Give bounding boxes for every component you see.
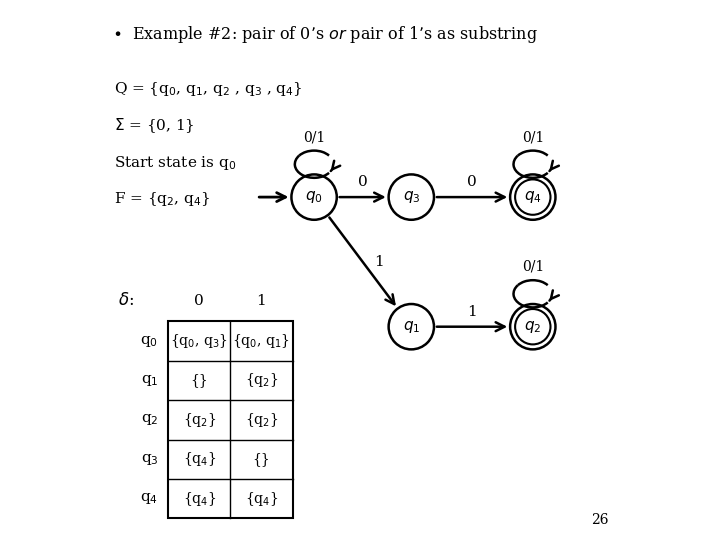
Text: {q$_2$}: {q$_2$} bbox=[245, 411, 278, 429]
Text: $q_1$: $q_1$ bbox=[402, 319, 420, 335]
Text: 1: 1 bbox=[256, 294, 266, 308]
Text: $\delta$:: $\delta$: bbox=[118, 292, 134, 309]
Text: 0: 0 bbox=[194, 294, 204, 308]
Text: $q_2$: $q_2$ bbox=[524, 319, 541, 335]
Text: 1: 1 bbox=[374, 255, 384, 269]
Circle shape bbox=[292, 174, 337, 220]
Circle shape bbox=[510, 304, 555, 349]
Text: $\bullet$  Example #2: pair of 0’s $\it{or}$ pair of 1’s as substring: $\bullet$ Example #2: pair of 0’s $\it{o… bbox=[112, 24, 537, 45]
Text: 0/1: 0/1 bbox=[522, 130, 544, 144]
Text: {}: {} bbox=[191, 374, 208, 387]
Text: $q_0$: $q_0$ bbox=[305, 189, 323, 205]
Text: q$_1$: q$_1$ bbox=[140, 373, 158, 388]
Text: q$_4$: q$_4$ bbox=[140, 491, 158, 506]
Text: Start state is q$_0$: Start state is q$_0$ bbox=[114, 153, 237, 172]
Text: q$_0$: q$_0$ bbox=[140, 334, 158, 348]
Text: $\Sigma$ = {0, 1}: $\Sigma$ = {0, 1} bbox=[114, 117, 195, 135]
Text: {q$_4$}: {q$_4$} bbox=[183, 490, 216, 508]
Text: $q_3$: $q_3$ bbox=[402, 189, 420, 205]
Text: {}: {} bbox=[253, 453, 270, 466]
Text: 0: 0 bbox=[358, 175, 368, 189]
Text: 0/1: 0/1 bbox=[522, 260, 544, 274]
Text: F = {q$_2$, q$_4$}: F = {q$_2$, q$_4$} bbox=[114, 190, 211, 208]
Circle shape bbox=[510, 174, 555, 220]
Text: {q$_0$, q$_3$}: {q$_0$, q$_3$} bbox=[171, 332, 228, 350]
Text: {q$_4$}: {q$_4$} bbox=[245, 490, 278, 508]
Text: {q$_2$}: {q$_2$} bbox=[245, 372, 278, 389]
Circle shape bbox=[389, 174, 434, 220]
FancyBboxPatch shape bbox=[168, 321, 292, 518]
Text: 26: 26 bbox=[591, 512, 608, 526]
Text: {q$_2$}: {q$_2$} bbox=[183, 411, 216, 429]
Text: Q = {q$_0$, q$_1$, q$_2$ , q$_3$ , q$_4$}: Q = {q$_0$, q$_1$, q$_2$ , q$_3$ , q$_4$… bbox=[114, 80, 303, 98]
Text: q$_2$: q$_2$ bbox=[140, 413, 158, 427]
Text: 0/1: 0/1 bbox=[303, 130, 325, 144]
Text: q$_3$: q$_3$ bbox=[140, 452, 158, 467]
Text: {q$_0$, q$_1$}: {q$_0$, q$_1$} bbox=[233, 332, 290, 350]
Text: $q_4$: $q_4$ bbox=[524, 189, 541, 205]
Text: 1: 1 bbox=[467, 305, 477, 319]
Text: 0: 0 bbox=[467, 175, 477, 189]
Text: {q$_4$}: {q$_4$} bbox=[183, 450, 216, 468]
Circle shape bbox=[389, 304, 434, 349]
